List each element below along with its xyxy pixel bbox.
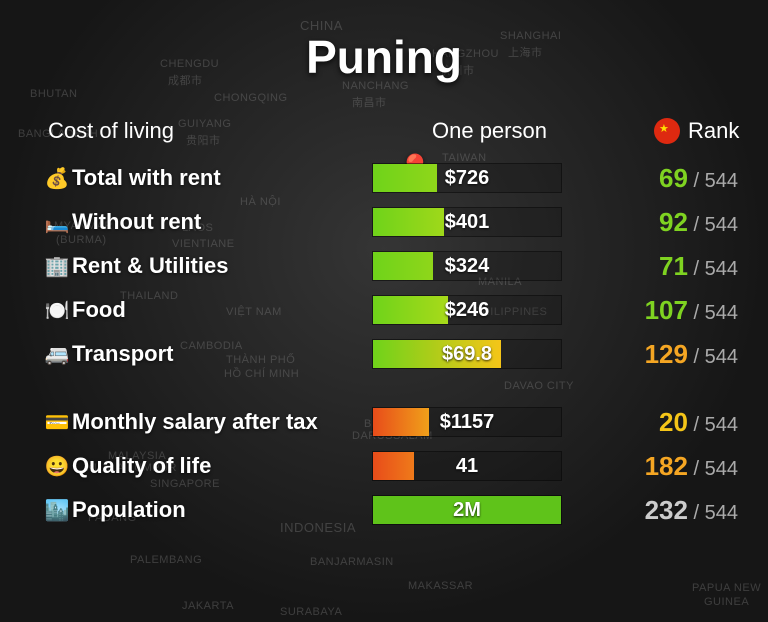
china-flag-icon bbox=[654, 118, 680, 144]
header-one-person: One person bbox=[432, 118, 547, 144]
metric-row: 💳Monthly salary after tax$1157 20 / 544 bbox=[42, 400, 738, 444]
rank-number: 69 bbox=[659, 163, 688, 193]
metric-value: $69.8 bbox=[373, 340, 561, 368]
rank-number: 107 bbox=[645, 295, 688, 325]
column-headers: Cost of living One person Rank bbox=[0, 118, 768, 144]
metric-row: 🍽️Food$246 107 / 544 bbox=[42, 288, 738, 332]
rank-number: 182 bbox=[645, 451, 688, 481]
metric-label: Without rent bbox=[72, 209, 372, 235]
metric-value: $401 bbox=[373, 208, 561, 236]
metric-value: 2M bbox=[373, 496, 561, 524]
metric-icon: 💳 bbox=[42, 410, 72, 435]
metric-icon: 💰 bbox=[42, 166, 72, 191]
metric-bar: $726 bbox=[372, 163, 562, 193]
metric-rank: 69 / 544 bbox=[608, 163, 738, 194]
rank-total: / 544 bbox=[688, 502, 738, 524]
rank-number: 71 bbox=[659, 251, 688, 281]
metric-label: Quality of life bbox=[72, 453, 372, 479]
data-rows: 💰Total with rent$72669 / 544🛏️Without re… bbox=[42, 156, 738, 532]
map-label: BANJARMASIN bbox=[310, 556, 394, 568]
map-label: PALEMBANG bbox=[130, 554, 202, 566]
metric-row: 🚐Transport$69.8 129 / 544 bbox=[42, 332, 738, 376]
metric-label: Total with rent bbox=[72, 165, 372, 191]
metric-value: $324 bbox=[373, 252, 561, 280]
map-label: MAKASSAR bbox=[408, 580, 473, 592]
metric-rank: 129 / 544 bbox=[608, 339, 738, 370]
metric-label: Transport bbox=[72, 341, 372, 367]
metric-rank: 20 / 544 bbox=[608, 407, 738, 438]
metric-label: Monthly salary after tax bbox=[72, 409, 372, 435]
metric-rank: 107 / 544 bbox=[608, 295, 738, 326]
metric-bar: $324 bbox=[372, 251, 562, 281]
map-label: PAPUA NEW bbox=[692, 582, 761, 594]
rank-total: / 544 bbox=[688, 414, 738, 436]
map-label: GUINEA bbox=[704, 596, 749, 608]
metric-icon: 🏙️ bbox=[42, 498, 72, 523]
rank-number: 232 bbox=[645, 495, 688, 525]
metric-value: $1157 bbox=[373, 408, 561, 436]
metric-icon: 🛏️ bbox=[42, 210, 72, 235]
section-gap bbox=[42, 376, 738, 400]
rank-total: / 544 bbox=[688, 214, 738, 236]
metric-rank: 71 / 544 bbox=[608, 251, 738, 282]
metric-label: Rent & Utilities bbox=[72, 253, 372, 279]
metric-value: 41 bbox=[373, 452, 561, 480]
header-rank-label: Rank bbox=[688, 118, 739, 144]
map-label: CHONGQING bbox=[214, 92, 288, 104]
metric-bar: 2M bbox=[372, 495, 562, 525]
metric-value: $246 bbox=[373, 296, 561, 324]
header-rank: Rank bbox=[654, 118, 739, 144]
metric-label: Food bbox=[72, 297, 372, 323]
metric-row: 🛏️Without rent$401 92 / 544 bbox=[42, 200, 738, 244]
metric-bar: $1157 bbox=[372, 407, 562, 437]
city-title: Puning bbox=[306, 30, 462, 84]
map-label: BHUTAN bbox=[30, 88, 77, 100]
metric-bar: $69.8 bbox=[372, 339, 562, 369]
metric-icon: 🚐 bbox=[42, 342, 72, 367]
rank-number: 129 bbox=[645, 339, 688, 369]
metric-bar: 41 bbox=[372, 451, 562, 481]
metric-row: 🏙️Population2M 232 / 544 bbox=[42, 488, 738, 532]
rank-total: / 544 bbox=[688, 258, 738, 280]
metric-bar: $246 bbox=[372, 295, 562, 325]
metric-label: Population bbox=[72, 497, 372, 523]
rank-number: 20 bbox=[659, 407, 688, 437]
map-label: JAKARTA bbox=[182, 600, 234, 612]
metric-rank: 92 / 544 bbox=[608, 207, 738, 238]
metric-bar: $401 bbox=[372, 207, 562, 237]
rank-total: / 544 bbox=[688, 458, 738, 480]
map-label: CHENGDU bbox=[160, 58, 219, 70]
metric-icon: 🍽️ bbox=[42, 298, 72, 323]
map-label: SURABAYA bbox=[280, 606, 342, 618]
rank-total: / 544 bbox=[688, 302, 738, 324]
rank-number: 92 bbox=[659, 207, 688, 237]
metric-row: 🏢Rent & Utilities$324 71 / 544 bbox=[42, 244, 738, 288]
metric-rank: 182 / 544 bbox=[608, 451, 738, 482]
metric-rank: 232 / 544 bbox=[608, 495, 738, 526]
map-label: 上海市 bbox=[508, 44, 543, 60]
map-label: 南昌市 bbox=[352, 94, 387, 110]
metric-value: $726 bbox=[373, 164, 561, 192]
metric-icon: 🏢 bbox=[42, 254, 72, 279]
rank-total: / 544 bbox=[688, 170, 738, 192]
metric-row: 😀Quality of life41 182 / 544 bbox=[42, 444, 738, 488]
header-cost-of-living: Cost of living bbox=[48, 118, 174, 144]
metric-icon: 😀 bbox=[42, 454, 72, 479]
map-label: 成都市 bbox=[168, 72, 203, 88]
rank-total: / 544 bbox=[688, 346, 738, 368]
metric-row: 💰Total with rent$726 69 / 544 bbox=[42, 156, 738, 200]
map-label: SHANGHAI bbox=[500, 30, 561, 42]
